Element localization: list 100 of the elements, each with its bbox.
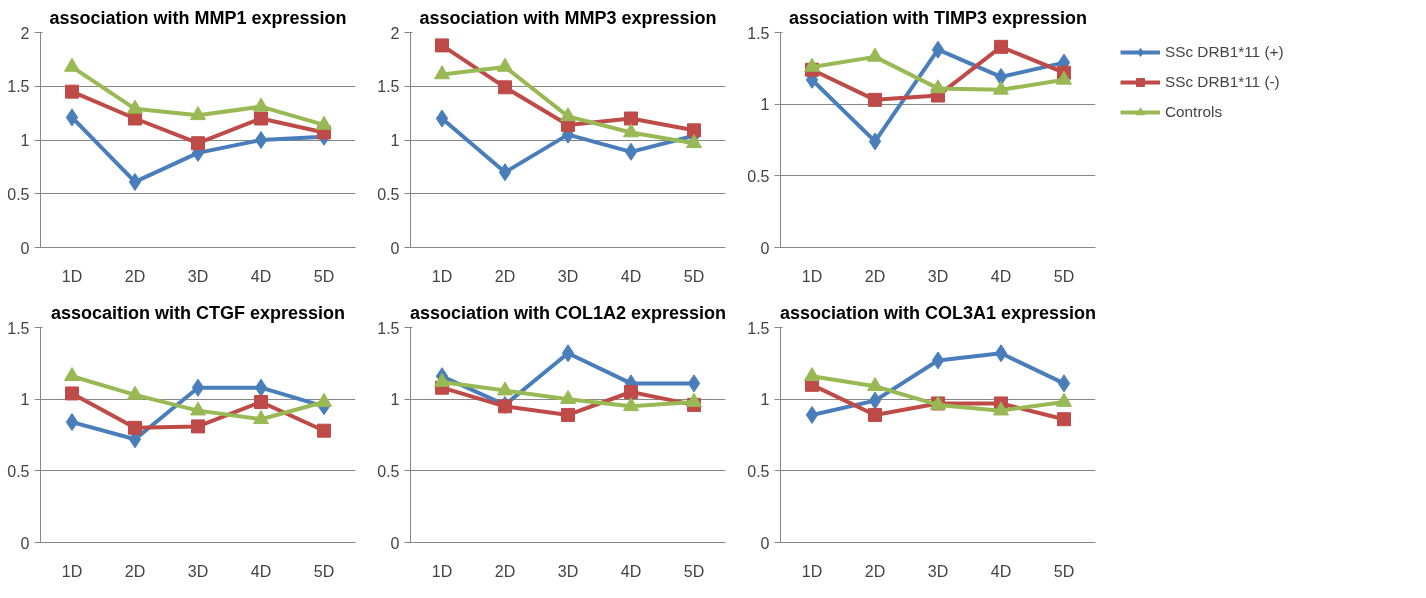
- x-tick-label: 1D: [61, 267, 83, 285]
- x-tick-label: 1D: [431, 267, 453, 285]
- x-tick-label: 1D: [431, 562, 453, 580]
- chart-title: association with MMP3 expression: [419, 7, 717, 28]
- y-tick-label: 1.5: [747, 319, 770, 337]
- point: [930, 79, 946, 94]
- point: [868, 132, 882, 151]
- point: [687, 123, 701, 138]
- chart-title: association with COL3A1 expression: [779, 302, 1097, 323]
- y-tick-label: 1.5: [7, 78, 30, 96]
- x-tick-label: 5D: [313, 562, 335, 580]
- y-tick-label: 1: [760, 96, 770, 114]
- point: [804, 367, 820, 382]
- point: [64, 57, 80, 72]
- chart-title: assocaition with CTGF expression: [50, 302, 346, 323]
- point: [994, 39, 1008, 54]
- point: [931, 40, 945, 59]
- x-tick-label: 3D: [557, 267, 579, 285]
- y-tick-label: 0.5: [747, 462, 770, 480]
- point: [253, 97, 269, 112]
- y-tick-label: 1: [760, 391, 770, 409]
- point: [434, 65, 450, 80]
- x-tick-label: 2D: [494, 267, 516, 285]
- x-tick-label: 3D: [927, 562, 949, 580]
- y-tick-label: 0: [390, 239, 400, 257]
- point: [128, 172, 142, 191]
- x-tick-label: 5D: [313, 267, 335, 285]
- point: [253, 410, 269, 425]
- point: [1056, 70, 1072, 85]
- point: [65, 84, 79, 99]
- point: [316, 115, 332, 130]
- point: [65, 108, 79, 127]
- x-tick-label: 1D: [61, 562, 83, 580]
- legend-label: Controls: [1165, 103, 1223, 121]
- point: [127, 99, 143, 114]
- x-tick-label: 2D: [124, 267, 146, 285]
- point: [867, 377, 883, 392]
- x-tick-label: 4D: [620, 562, 642, 580]
- point: [128, 420, 142, 435]
- x-tick-label: 1D: [801, 562, 823, 580]
- point: [624, 111, 638, 126]
- point: [805, 405, 819, 424]
- point: [65, 413, 79, 432]
- y-tick-label: 0: [390, 534, 400, 552]
- point: [254, 395, 268, 410]
- point: [1057, 412, 1071, 427]
- y-tick-label: 0.5: [7, 462, 30, 480]
- y-tick-label: 1.5: [747, 24, 770, 42]
- y-tick-label: 1.5: [7, 319, 30, 337]
- chart-title: association with COL1A2 expression: [409, 302, 727, 323]
- y-tick-label: 0: [20, 534, 30, 552]
- x-tick-label: 2D: [864, 562, 886, 580]
- point: [435, 109, 449, 128]
- point: [127, 385, 143, 400]
- x-tick-label: 3D: [557, 562, 579, 580]
- point: [1056, 392, 1072, 407]
- y-tick-label: 1: [390, 132, 400, 149]
- x-tick-label: 2D: [494, 562, 516, 580]
- x-tick-label: 3D: [927, 267, 949, 285]
- point: [317, 423, 331, 438]
- point: [497, 57, 513, 72]
- legend-label: SSc DRB1*11 (+): [1165, 43, 1284, 61]
- point: [254, 111, 268, 126]
- y-tick-label: 1.5: [377, 319, 400, 337]
- chart-title: association with TIMP3 expression: [788, 7, 1088, 28]
- point: [498, 163, 512, 182]
- point: [65, 386, 79, 401]
- chart-title: association with MMP1 expression: [49, 7, 347, 28]
- x-tick-label: 4D: [990, 562, 1012, 580]
- y-tick-label: 1: [20, 132, 30, 149]
- point: [868, 391, 882, 410]
- x-tick-label: 1D: [801, 267, 823, 285]
- y-tick-label: 1: [390, 391, 400, 409]
- point: [1057, 374, 1071, 393]
- point: [994, 344, 1008, 363]
- point: [560, 107, 576, 122]
- y-tick-label: 0.5: [747, 167, 770, 185]
- y-tick-label: 0.5: [377, 462, 400, 480]
- point: [993, 401, 1009, 416]
- point: [868, 92, 882, 107]
- x-tick-label: 5D: [683, 562, 705, 580]
- x-tick-label: 2D: [124, 562, 146, 580]
- x-tick-label: 5D: [1053, 267, 1075, 285]
- x-tick-label: 4D: [620, 267, 642, 285]
- point: [994, 67, 1008, 86]
- x-tick-label: 3D: [187, 267, 209, 285]
- y-tick-label: 0.5: [7, 185, 30, 203]
- y-tick-label: 0: [760, 534, 770, 552]
- x-tick-label: 4D: [250, 267, 272, 285]
- legend-label: SSc DRB1*11 (-): [1165, 73, 1280, 91]
- y-tick-label: 1: [20, 391, 30, 409]
- x-tick-label: 3D: [187, 562, 209, 580]
- point: [623, 123, 639, 138]
- y-tick-label: 0.5: [377, 185, 400, 203]
- point: [64, 367, 80, 382]
- y-tick-label: 0: [20, 239, 30, 257]
- point: [191, 419, 205, 434]
- y-tick-label: 2: [20, 24, 30, 42]
- y-tick-label: 1.5: [377, 78, 400, 96]
- y-tick-label: 2: [390, 24, 400, 42]
